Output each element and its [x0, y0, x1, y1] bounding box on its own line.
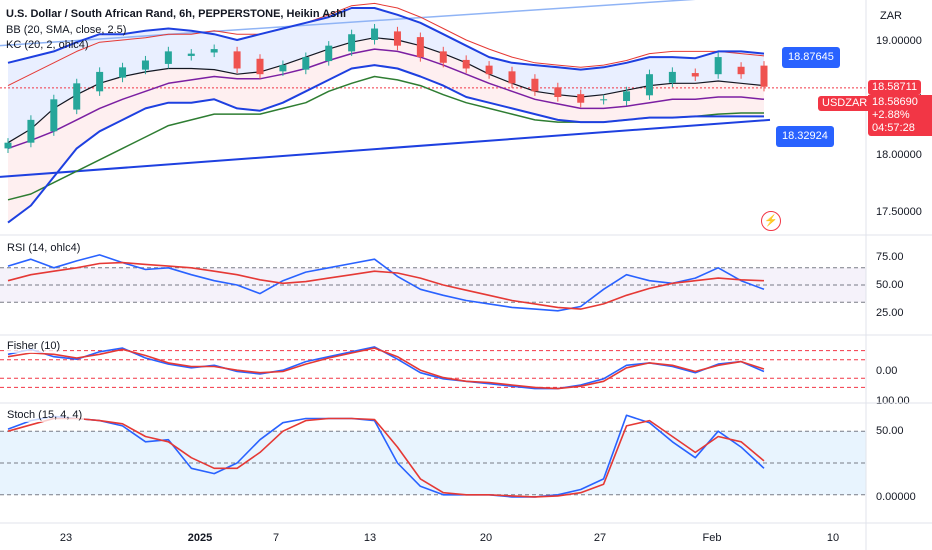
candle-body: [302, 57, 310, 70]
candle-body: [119, 67, 127, 78]
fisher-pane[interactable]: [0, 346, 866, 390]
price-tick-label: 19.00000: [876, 35, 922, 47]
candle-body: [4, 142, 12, 149]
candle-body: [760, 65, 768, 87]
price-tag-1: 18.58711: [868, 80, 922, 95]
time-tick-label: Feb: [703, 532, 722, 544]
bb-lower-line: [7, 64, 764, 224]
candle-body: [256, 58, 264, 75]
time-axis[interactable]: 23 2025 7 13 20 27 Feb 10: [60, 532, 839, 544]
rsi-tick-label: 50.00: [876, 279, 904, 291]
currency-label: ZAR: [880, 10, 902, 22]
candle-body: [416, 37, 424, 58]
time-tick-label: 13: [364, 532, 376, 544]
candle-body: [737, 66, 745, 75]
bb-lower-fill: [8, 37, 764, 223]
candle-body: [73, 83, 81, 110]
trendline-upper: [0, 0, 696, 47]
candle-body: [371, 28, 379, 40]
candle-body: [210, 49, 218, 53]
kc-upper-line: [7, 2, 765, 87]
rsi-label[interactable]: RSI (14, ohlc4): [5, 242, 83, 255]
candle-body: [279, 65, 287, 72]
candle-body: [164, 51, 172, 64]
stoch-tick-label: 0.00000: [876, 491, 916, 503]
stoch-line-1: [7, 414, 765, 498]
candle-body: [668, 71, 676, 83]
symbol-tag: USDZAR: [818, 96, 872, 111]
candle-body: [485, 65, 493, 75]
kc-legend[interactable]: KC (20, 2, ohlc4): [6, 39, 89, 51]
price-tag-2: 18.58690: [872, 96, 918, 108]
candle-body: [348, 34, 356, 52]
trendline-lower: [0, 118, 771, 178]
bb-lower-tag: 18.32924: [776, 126, 834, 147]
lightning-icon[interactable]: ⚡: [761, 211, 781, 231]
candle-body: [141, 60, 149, 70]
candle-body: [691, 73, 699, 77]
stoch-pane[interactable]: [0, 414, 866, 498]
time-tick-label: 23: [60, 532, 72, 544]
candle-body: [554, 87, 562, 98]
fisher-label[interactable]: Fisher (10): [5, 340, 63, 353]
candle-body: [531, 78, 539, 92]
bb-basis-line: [7, 37, 765, 144]
candle-body: [96, 71, 104, 92]
fisher-line-2: [7, 347, 765, 390]
fisher-tick-label: 0.00: [876, 365, 897, 377]
candle-body: [393, 31, 401, 46]
price-pane[interactable]: [0, 0, 866, 224]
rsi-pane[interactable]: [0, 254, 866, 312]
candle-body: [508, 71, 516, 84]
rsi-line-1: [7, 254, 765, 312]
candle-body: [714, 57, 722, 75]
fisher-band: [0, 351, 866, 388]
price-tick-label: 18.00000: [876, 149, 922, 161]
candle-body: [27, 119, 35, 143]
time-tick-label: 20: [480, 532, 492, 544]
time-tick-label: 10: [827, 532, 839, 544]
stoch-tick-label: 50.00: [876, 425, 904, 437]
candle-body: [623, 91, 631, 102]
countdown-tag: 04:57:28: [872, 122, 915, 134]
candle-body: [600, 99, 608, 101]
price-tick-label: 17.50000: [876, 206, 922, 218]
bb-upper-tag: 18.87645: [782, 47, 840, 68]
candle-body: [187, 53, 195, 56]
stoch-tick-label: 100.00: [876, 395, 910, 407]
time-tick-label: 27: [594, 532, 606, 544]
change-tag: +2.88%: [872, 109, 910, 121]
time-tick-label: 2025: [188, 532, 212, 544]
price-tag-2-group: 18.58690 +2.88% 04:57:28: [868, 95, 932, 136]
stoch-line-2: [7, 417, 765, 498]
bb-upper-fill: [8, 7, 764, 143]
candle-body: [577, 94, 585, 103]
stoch-label[interactable]: Stoch (15, 4, 4): [5, 409, 85, 422]
time-tick-label: 7: [273, 532, 279, 544]
candle-body: [439, 51, 447, 63]
rsi-line-2: [7, 261, 765, 310]
candle-body: [645, 74, 653, 96]
candle-body: [233, 51, 241, 69]
bb-upper-line: [7, 7, 765, 71]
rsi-tick-label: 75.00: [876, 251, 904, 263]
rsi-tick-label: 25.00: [876, 307, 904, 319]
candle-body: [325, 45, 333, 62]
candle-body: [462, 59, 470, 69]
bb-legend[interactable]: BB (20, SMA, close, 2.5): [6, 24, 127, 36]
candle-body: [50, 99, 58, 132]
kc-basis-line: [7, 48, 765, 150]
chart-title: U.S. Dollar / South African Rand, 6h, PE…: [6, 8, 347, 20]
